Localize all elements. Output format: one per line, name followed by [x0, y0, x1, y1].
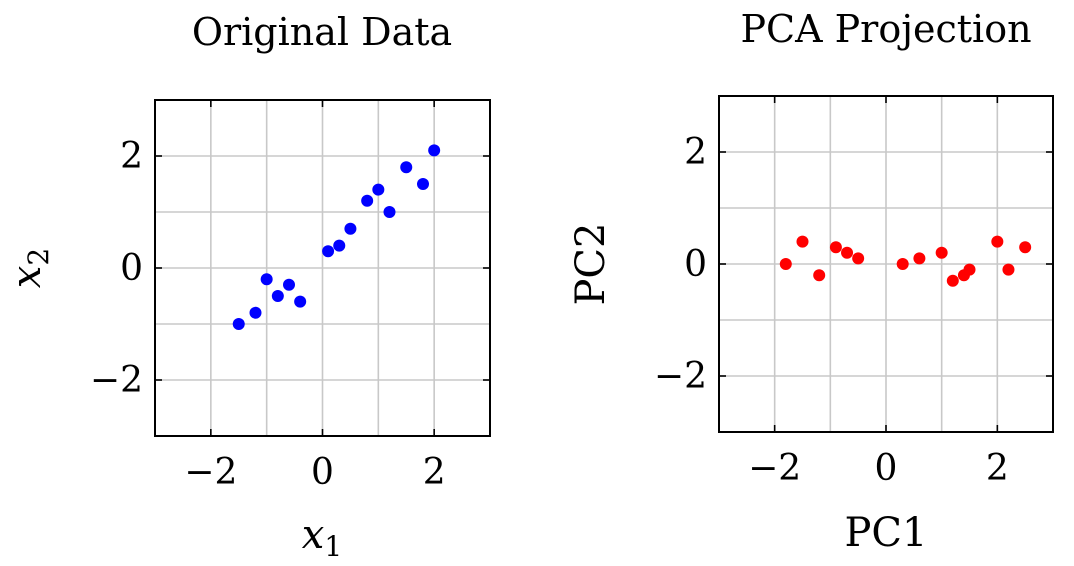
original-data-plot-area: −2 0 2 −2 0 2	[90, 99, 491, 493]
pca-projection-point	[913, 252, 926, 265]
pca-projection-point	[935, 246, 948, 259]
pca-projection-point	[841, 246, 854, 259]
original-data-y-axis-label: x2	[4, 248, 55, 288]
original-data-point	[249, 306, 262, 319]
original-data-panel: Original Data −2 0 2−202 x1 x2	[4, 10, 491, 563]
y-tick-label: −2	[90, 360, 143, 401]
original-data-point	[294, 295, 307, 308]
pca-projection-title: PCA Projection	[740, 7, 1031, 51]
pca-projection-axes-frame	[718, 95, 1054, 433]
pca-projection-point	[963, 263, 976, 276]
original-data-axes-frame	[154, 99, 491, 437]
x-tick-label: −2	[184, 452, 237, 493]
original-data-point	[333, 239, 346, 252]
original-data-point	[271, 290, 284, 302]
pca-projection-point	[991, 235, 1004, 248]
pca-projection-point	[1002, 263, 1015, 276]
original-data-point	[232, 318, 245, 330]
x-axis-label-var: x	[302, 512, 325, 558]
y-axis-label-subscript: 2	[22, 248, 55, 266]
pca-projection-point	[852, 252, 865, 265]
pca-projection-point	[779, 258, 792, 270]
x-tick-label: 2	[986, 448, 1009, 489]
pca-projection-point	[896, 258, 909, 270]
y-tick-label: −2	[654, 356, 707, 397]
original-data-point	[400, 161, 413, 174]
pca-projection-point	[946, 274, 959, 287]
x-axis-label-subscript: 1	[324, 530, 342, 561]
original-data-point	[361, 194, 374, 207]
original-data-title: Original Data	[192, 10, 452, 54]
y-tick-label: 2	[684, 132, 707, 173]
y-tick-label: 2	[120, 136, 143, 177]
y-tick-label: 0	[684, 244, 707, 285]
original-data-point	[322, 245, 335, 258]
pca-projection-point	[829, 241, 842, 254]
pca-projection-x-axis-label: PC1	[845, 510, 928, 556]
original-data-point	[283, 278, 295, 291]
pca-projection-point	[813, 269, 826, 282]
pca-projection-plot-area: −2 0 2 −2 0 2	[654, 95, 1054, 489]
original-data-x-axis-label: x1	[302, 512, 342, 561]
original-data-point	[417, 178, 429, 190]
original-data-point	[428, 144, 441, 157]
x-tick-label: 2	[423, 452, 446, 493]
original-data-point	[260, 273, 273, 286]
original-data-point	[383, 206, 396, 218]
pca-projection-point	[796, 235, 809, 248]
pca-projection-panel: PCA Projection −2 0 2 −2 0 2 PC1 PC2	[568, 7, 1054, 556]
pca-projection-y-axis-label: PC2	[568, 223, 614, 306]
y-tick-label: 0	[120, 248, 143, 289]
original-data-point	[372, 183, 385, 196]
x-tick-label: 0	[875, 448, 898, 489]
original-data-point	[344, 222, 357, 235]
x-tick-label: 0	[311, 452, 334, 493]
x-tick-label: −2	[748, 448, 801, 489]
y-axis-label-var: x	[4, 266, 50, 289]
pca-projection-point	[1019, 241, 1032, 254]
